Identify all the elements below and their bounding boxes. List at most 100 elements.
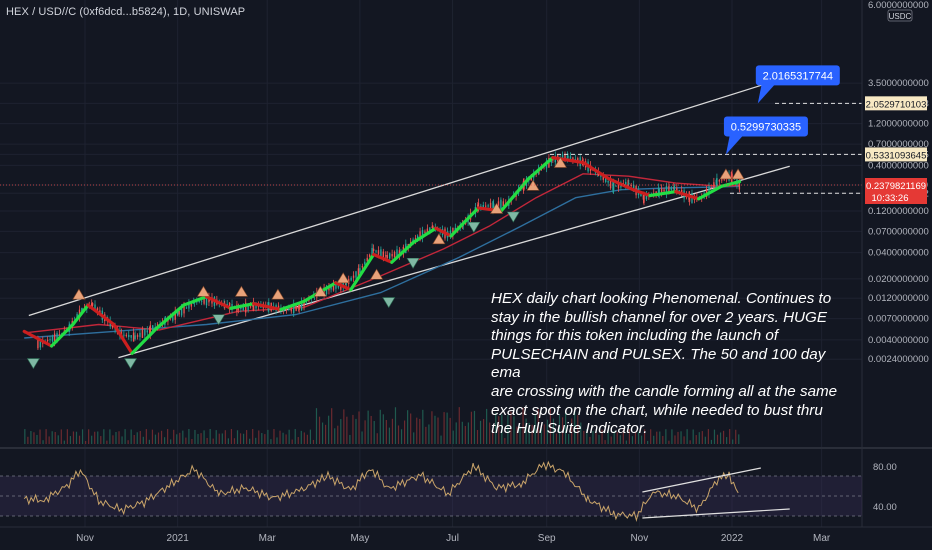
warning-marker-icon xyxy=(271,288,285,300)
volume-bar xyxy=(270,439,272,444)
volume-bar xyxy=(312,439,315,444)
volume-bar xyxy=(501,414,503,444)
candle-body xyxy=(688,194,691,202)
candle-body xyxy=(203,297,205,304)
volume-bar xyxy=(707,429,709,444)
candle-body xyxy=(421,229,424,239)
volume-bar xyxy=(200,433,202,444)
candle-body xyxy=(723,178,725,180)
volume-bar xyxy=(689,440,691,444)
volume-bar xyxy=(343,409,345,444)
volume-bar xyxy=(476,429,479,444)
volume-bar xyxy=(647,440,649,444)
volume-bar xyxy=(30,431,32,444)
warning-marker-icon xyxy=(731,168,745,180)
candle-body xyxy=(386,255,388,259)
volume-bar xyxy=(732,439,734,444)
candle-body xyxy=(303,300,305,307)
volume-bar xyxy=(674,435,676,444)
candle-body xyxy=(366,257,368,262)
volume-bar xyxy=(637,431,640,444)
currency-label: USDC xyxy=(889,12,912,21)
volume-bar xyxy=(88,429,90,444)
candle-body xyxy=(185,307,188,309)
buy-marker-icon xyxy=(382,297,396,309)
candle-body xyxy=(300,300,303,311)
hull-suite-segment xyxy=(229,302,256,310)
candle-body xyxy=(58,334,61,336)
candle-body xyxy=(480,205,482,207)
hull-suite-segment xyxy=(22,329,54,348)
volume-bar xyxy=(115,431,117,444)
volume-bar xyxy=(486,408,488,444)
warning-marker-icon xyxy=(526,179,540,191)
volume-bar xyxy=(349,434,351,444)
volume-bar xyxy=(36,434,38,444)
candle-body xyxy=(130,335,132,338)
price-tick-label: 0.0070000000 xyxy=(868,314,929,325)
candle-body xyxy=(39,339,42,348)
price-tick-label: 3.5000000000 xyxy=(868,78,929,89)
volume-bar xyxy=(722,430,725,444)
volume-bar xyxy=(489,422,491,444)
volume-bar xyxy=(337,425,339,444)
candle-body xyxy=(645,194,648,200)
price-tick-label: 0.0040000000 xyxy=(868,335,929,346)
candle-body xyxy=(676,188,678,192)
volume-bar xyxy=(677,431,679,444)
candle-body xyxy=(708,186,710,195)
candle-body xyxy=(96,307,99,312)
candle-body xyxy=(111,323,114,328)
candle-body xyxy=(255,303,257,309)
candle-body xyxy=(607,181,609,183)
volume-bar xyxy=(127,440,129,444)
volume-bar xyxy=(516,426,518,444)
candle-body xyxy=(426,228,429,233)
volume-bar xyxy=(650,429,652,444)
volume-bar xyxy=(206,437,208,444)
candle-body xyxy=(56,333,58,340)
volume-bar xyxy=(561,417,564,444)
candle-body xyxy=(628,183,630,185)
volume-bar xyxy=(583,430,585,444)
volume-bar xyxy=(106,440,108,444)
candle-body xyxy=(500,199,502,210)
volume-bar xyxy=(683,436,685,444)
candle-body xyxy=(180,306,183,316)
volume-bar xyxy=(668,440,670,444)
price-tick-label: 0.0400000000 xyxy=(868,248,929,259)
candle-body xyxy=(371,247,373,257)
volume-bar xyxy=(185,437,187,444)
volume-bar xyxy=(482,419,485,444)
candle-body xyxy=(205,295,208,306)
volume-bar xyxy=(261,433,263,444)
candle-body xyxy=(605,177,607,183)
volume-bar xyxy=(680,431,682,444)
volume-bar xyxy=(321,422,324,444)
candle-body xyxy=(429,227,431,231)
volume-bar xyxy=(39,429,41,444)
volume-bar xyxy=(258,430,260,444)
volume-bar xyxy=(81,429,84,444)
hull-suite-segment xyxy=(499,177,531,213)
volume-bar xyxy=(66,429,68,444)
volume-bar xyxy=(121,436,123,444)
candle-body xyxy=(295,304,297,311)
volume-bar xyxy=(361,431,363,444)
candle-body xyxy=(721,179,723,181)
rsi-tick-label: 80.00 xyxy=(873,462,897,473)
rsi-trendline-lower xyxy=(642,508,790,519)
volume-bar xyxy=(698,432,700,444)
candle-body xyxy=(357,268,360,276)
volume-bar xyxy=(382,414,384,444)
volume-bar xyxy=(492,428,494,444)
volume-bar xyxy=(294,429,296,444)
candle-body xyxy=(198,300,200,302)
volume-bar xyxy=(577,415,579,444)
volume-bar xyxy=(656,431,658,444)
volume-bar xyxy=(167,429,169,444)
volume-bar xyxy=(643,429,646,444)
volume-bar xyxy=(224,430,226,444)
